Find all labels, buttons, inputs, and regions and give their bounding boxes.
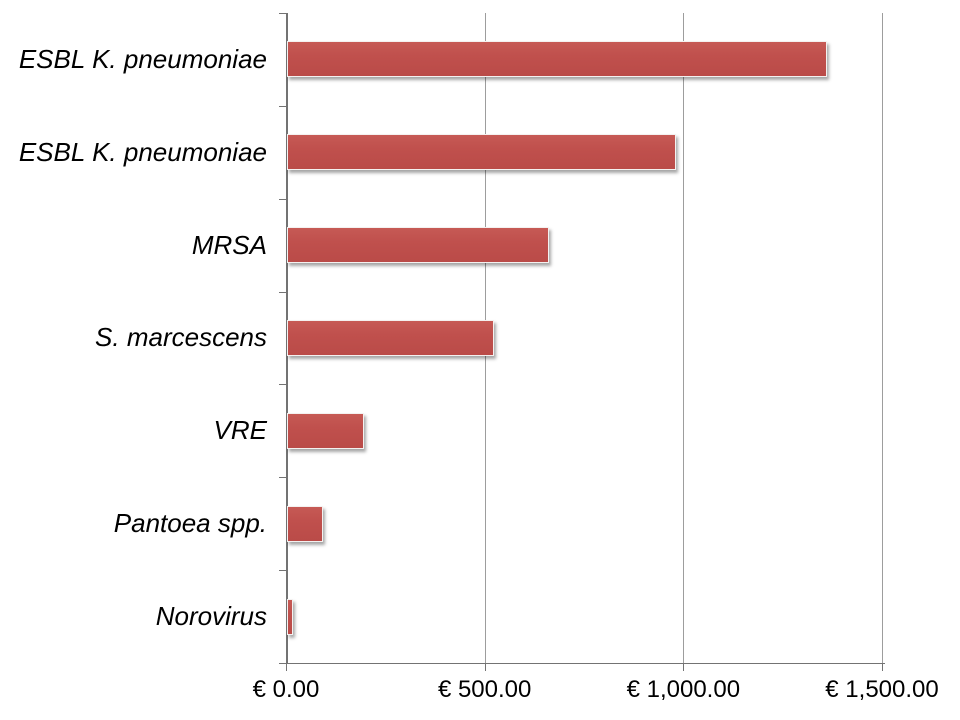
bar <box>287 41 827 78</box>
y-axis-tick <box>279 292 286 293</box>
bar <box>287 227 549 264</box>
x-axis-tick <box>286 663 287 671</box>
value-axis-label: € 0.00 <box>252 676 320 703</box>
category-label: ESBL K. pneumoniae <box>18 136 267 167</box>
y-axis-tick <box>279 570 286 571</box>
category-label: MRSA <box>191 229 267 260</box>
y-axis-tick <box>279 663 286 664</box>
x-axis-tick <box>882 663 883 671</box>
x-axis-tick <box>683 663 685 671</box>
bar <box>287 320 494 356</box>
bar <box>287 598 293 635</box>
category-label: S. marcescens <box>95 322 267 353</box>
y-axis-tick <box>279 106 286 107</box>
bar <box>287 505 323 542</box>
category-label: VRE <box>213 415 267 446</box>
category-label: Norovirus <box>155 601 267 632</box>
y-axis-tick <box>279 384 286 385</box>
x-axis-tick <box>484 663 486 671</box>
gridline-€1,000.00 <box>683 13 685 663</box>
y-axis-tick <box>279 477 286 478</box>
gridline-€1,500.00 <box>882 13 883 663</box>
y-axis-tick <box>279 199 286 200</box>
category-label: ESBL K. pneumoniae <box>18 43 267 74</box>
value-axis-label: € 500.00 <box>437 676 532 703</box>
value-axis-label: € 1,000.00 <box>626 676 741 703</box>
value-axis-label: € 1,500.00 <box>825 676 939 703</box>
x-axis-line <box>279 663 885 664</box>
y-axis-tick <box>279 13 286 14</box>
bar <box>287 134 676 171</box>
bar <box>287 412 364 449</box>
category-label: Pantoea spp. <box>113 508 267 539</box>
